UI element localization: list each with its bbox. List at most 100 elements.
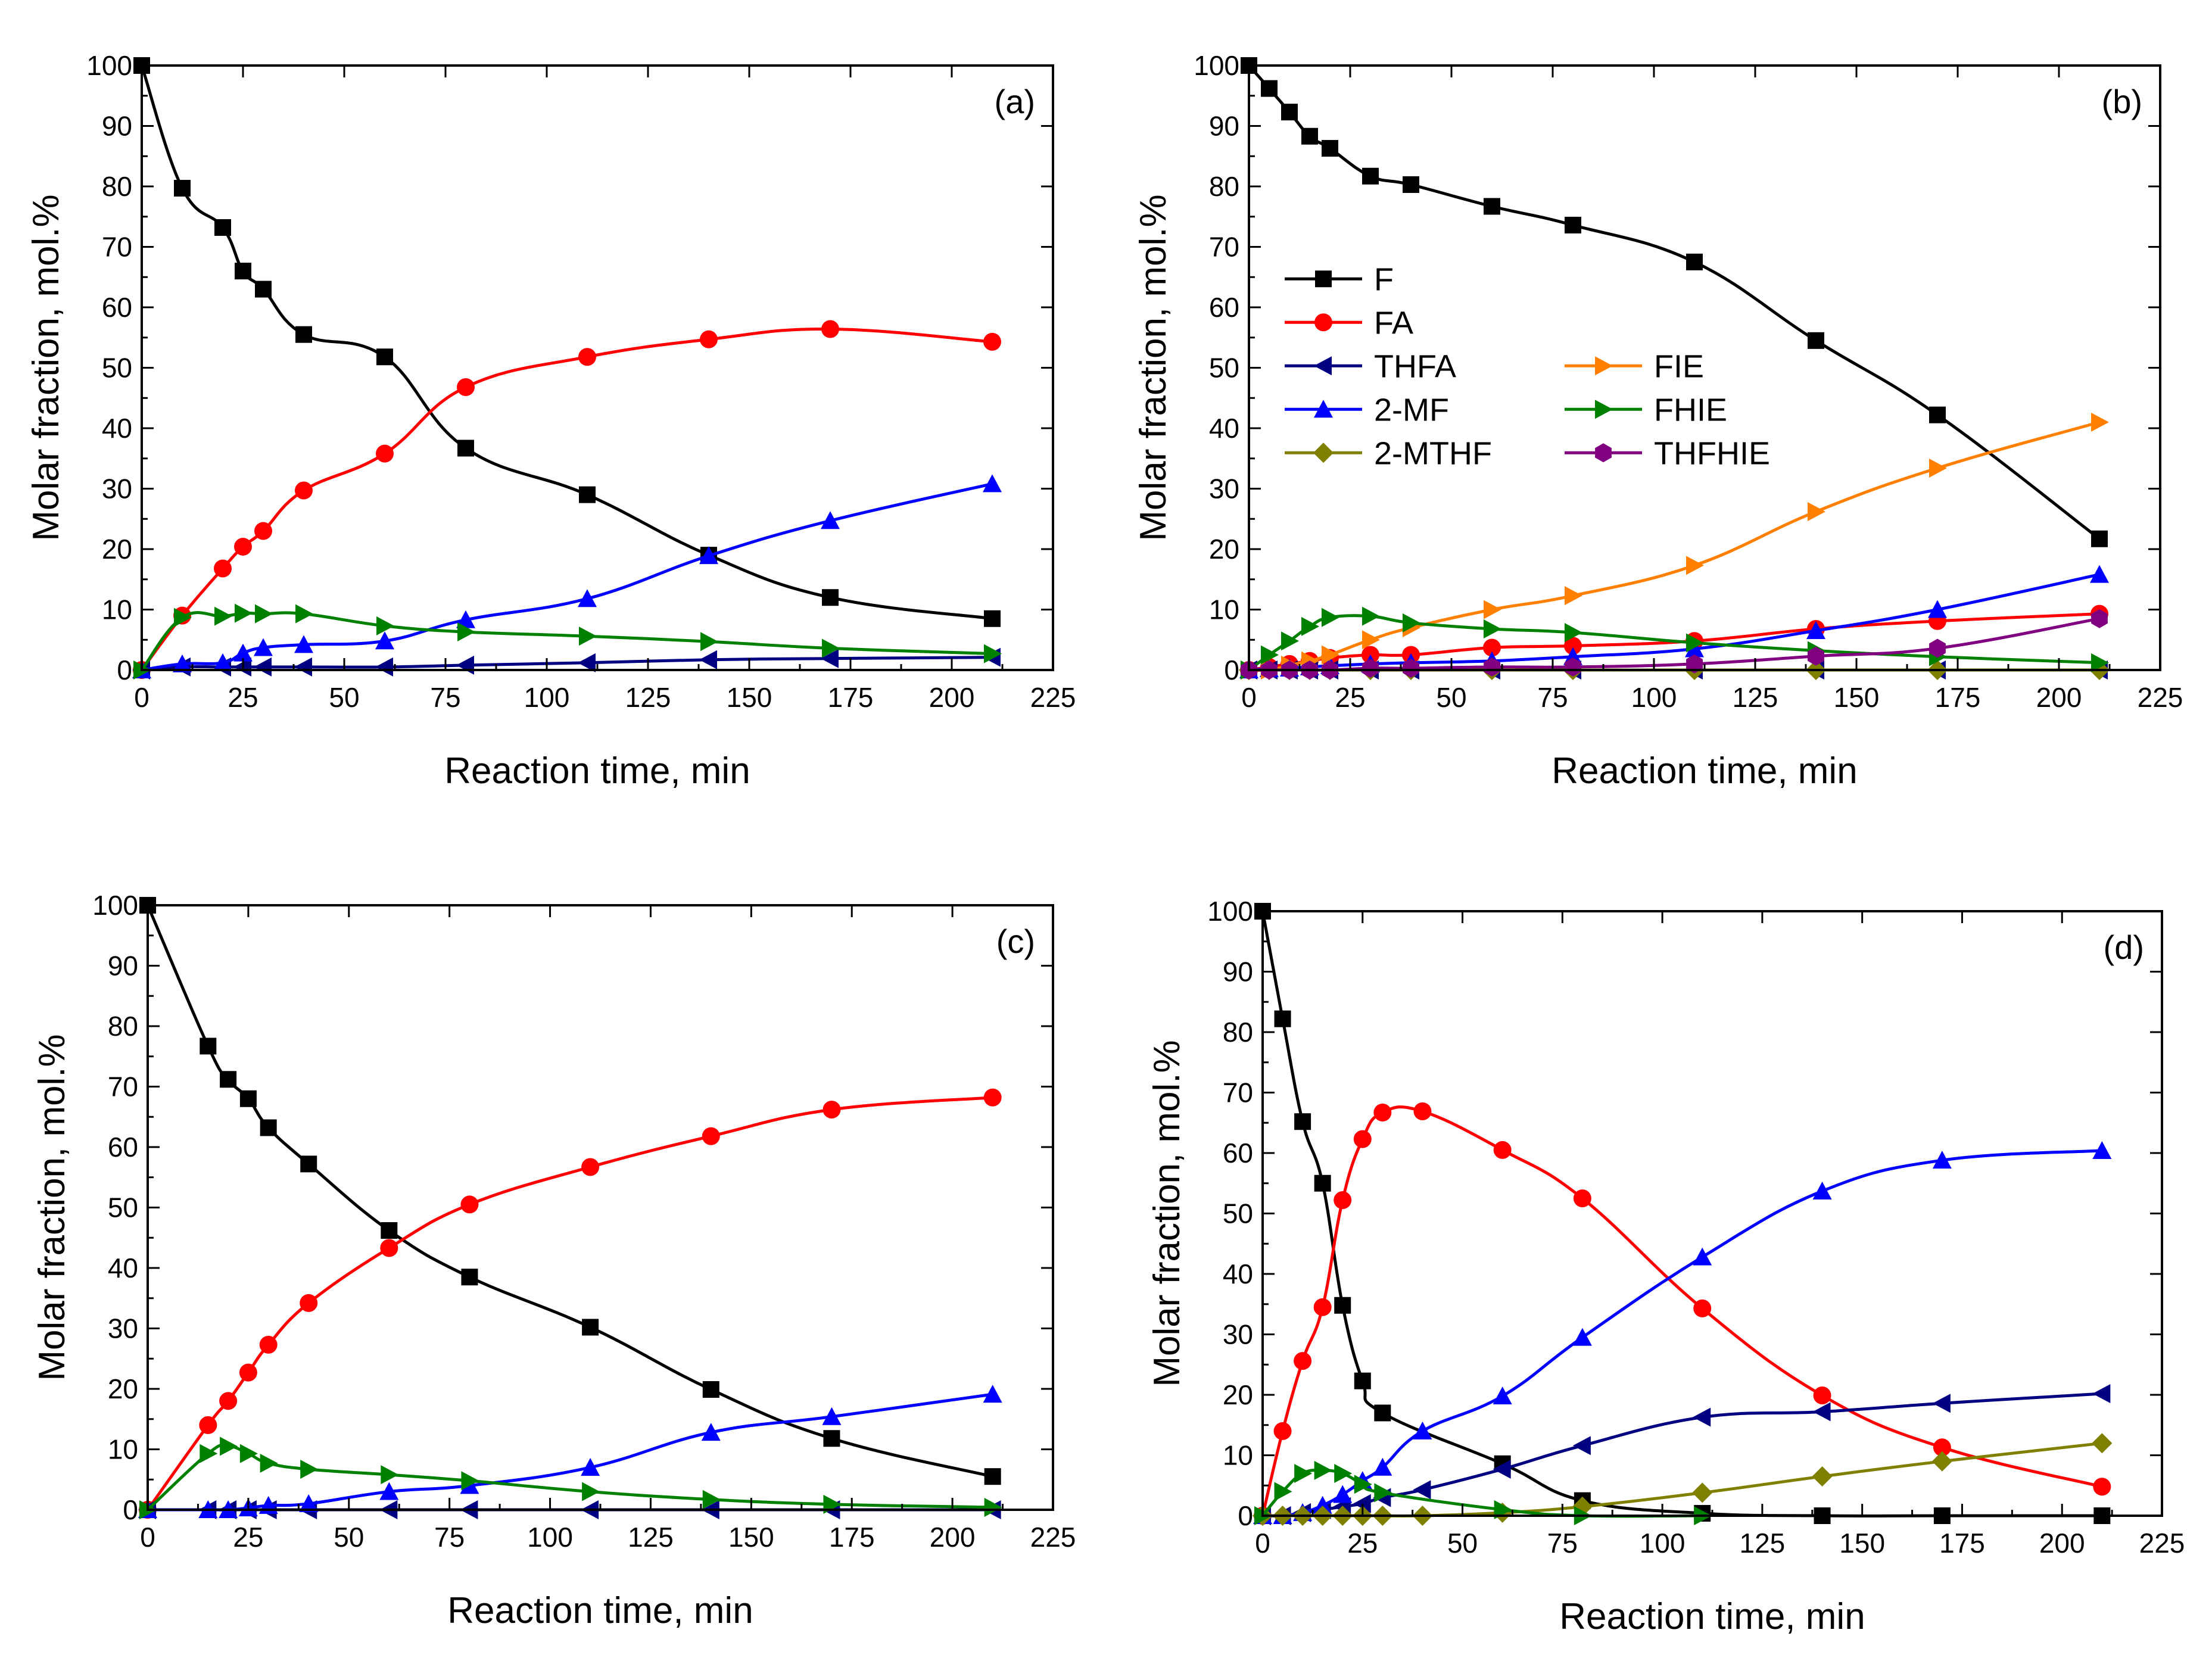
y-tick-label: 20 bbox=[108, 1373, 138, 1404]
y-tick-label: 10 bbox=[108, 1434, 138, 1465]
data-point bbox=[1354, 1475, 1372, 1494]
data-point bbox=[173, 654, 192, 672]
data-point bbox=[214, 559, 232, 578]
y-axis-title: Molar fraction, mol.% bbox=[1146, 1040, 1188, 1386]
plot-frame bbox=[147, 904, 1054, 1511]
data-point bbox=[1353, 1494, 1371, 1513]
data-point bbox=[582, 1482, 600, 1501]
legend-label: FIE bbox=[1654, 348, 1704, 384]
data-point bbox=[1334, 1191, 1352, 1210]
y-axis-title: Molar fraction, mol.% bbox=[1133, 194, 1174, 541]
data-point bbox=[457, 378, 475, 396]
data-point bbox=[1294, 1463, 1313, 1483]
data-point bbox=[461, 1269, 478, 1286]
series-line bbox=[1262, 1149, 2102, 1518]
data-point bbox=[1273, 1422, 1292, 1440]
x-tick-label: 225 bbox=[1030, 682, 1076, 713]
legend-label: FHIE bbox=[1654, 392, 1727, 428]
data-point bbox=[1686, 654, 1703, 674]
x-tick-label: 225 bbox=[1030, 1522, 1076, 1553]
y-tick-label: 40 bbox=[102, 413, 132, 444]
data-point bbox=[1686, 633, 1704, 653]
data-point bbox=[1686, 556, 1704, 575]
data-point bbox=[461, 1471, 479, 1491]
y-tick-label: 70 bbox=[1209, 232, 1239, 263]
data-point bbox=[983, 1088, 1002, 1107]
data-point bbox=[199, 1416, 217, 1434]
series-f bbox=[139, 897, 1001, 1485]
data-point bbox=[254, 522, 272, 540]
data-point bbox=[578, 348, 596, 366]
data-point bbox=[379, 1482, 399, 1500]
series-fa bbox=[1254, 1102, 2111, 1525]
legend-label: 2-MTHF bbox=[1374, 435, 1492, 471]
data-point bbox=[376, 616, 394, 635]
data-point bbox=[1413, 1480, 1431, 1500]
legend-marker bbox=[1315, 270, 1332, 288]
data-point bbox=[300, 1155, 317, 1173]
data-point bbox=[1812, 1466, 1833, 1487]
plot-frame bbox=[141, 64, 1054, 671]
data-point bbox=[1812, 1402, 1831, 1422]
data-point bbox=[1932, 1394, 1951, 1413]
x-tick-label: 75 bbox=[434, 1522, 465, 1553]
data-point bbox=[699, 650, 717, 669]
x-tick-label: 50 bbox=[334, 1522, 364, 1553]
x-tick-label: 100 bbox=[524, 682, 570, 713]
legend-item-fa: FA bbox=[1285, 305, 1413, 341]
series-line bbox=[147, 1444, 993, 1511]
data-point bbox=[255, 604, 273, 624]
data-point bbox=[1313, 1495, 1332, 1514]
data-point bbox=[1314, 1174, 1331, 1192]
data-point bbox=[702, 1490, 721, 1509]
y-axis-title: Molar fraction, mol.% bbox=[26, 194, 67, 541]
data-point bbox=[239, 1444, 258, 1463]
data-point bbox=[983, 474, 1002, 493]
x-tick-label: 0 bbox=[134, 682, 149, 713]
data-point bbox=[1685, 639, 1704, 658]
data-point bbox=[1313, 1298, 1332, 1316]
data-point bbox=[1334, 1297, 1351, 1314]
data-point bbox=[1362, 606, 1380, 626]
data-point bbox=[1564, 637, 1582, 655]
y-tick-label: 100 bbox=[1207, 896, 1253, 927]
legend-label: FA bbox=[1374, 305, 1413, 341]
series-fhie bbox=[139, 1437, 1002, 1519]
y-tick-label: 10 bbox=[1223, 1440, 1253, 1471]
data-point bbox=[2093, 1478, 2111, 1496]
y-tick-label: 50 bbox=[1223, 1198, 1253, 1229]
data-point bbox=[1403, 659, 1419, 678]
x-tick-label: 75 bbox=[430, 682, 460, 713]
data-point bbox=[2091, 653, 2109, 672]
y-tick-label: 80 bbox=[108, 1011, 138, 1042]
data-point bbox=[581, 1158, 600, 1176]
y-tick-label: 20 bbox=[102, 534, 132, 565]
x-tick-label: 0 bbox=[1241, 682, 1257, 713]
y-tick-label: 30 bbox=[108, 1313, 138, 1344]
series-fa bbox=[139, 1088, 1002, 1519]
data-point bbox=[460, 1195, 479, 1214]
x-tick-label: 225 bbox=[2138, 682, 2183, 713]
series-line bbox=[147, 1392, 993, 1512]
x-tick-label: 0 bbox=[140, 1522, 155, 1553]
y-tick-label: 30 bbox=[1209, 473, 1239, 504]
data-point bbox=[822, 1407, 842, 1425]
panel-d: 0 25 50 75 100 125 150 175 200 225 0 10 20 30 40 50 60 70… bbox=[1146, 896, 2185, 1637]
panel-a: 0 25 50 75 100 125 150 175 200 225 0 10 20 30 40 50 60 70… bbox=[26, 50, 1076, 792]
data-point bbox=[2092, 1141, 2112, 1159]
data-point bbox=[581, 1457, 600, 1476]
data-point bbox=[1928, 600, 1947, 618]
data-point bbox=[239, 1363, 257, 1382]
x-tick-label: 200 bbox=[2036, 682, 2082, 713]
data-point bbox=[1686, 253, 1703, 270]
legend-marker bbox=[1595, 443, 1612, 463]
x-tick-label: 175 bbox=[1939, 1528, 1985, 1559]
panel-label: (c) bbox=[996, 923, 1035, 960]
data-point bbox=[2091, 609, 2108, 628]
data-point bbox=[1274, 1482, 1292, 1501]
data-point bbox=[174, 180, 191, 197]
x-axis-title: Reaction time, min bbox=[1559, 1596, 1865, 1637]
series-mf bbox=[138, 1385, 1002, 1518]
y-tick-label: 0 bbox=[117, 655, 132, 686]
x-tick-label: 150 bbox=[727, 682, 772, 713]
